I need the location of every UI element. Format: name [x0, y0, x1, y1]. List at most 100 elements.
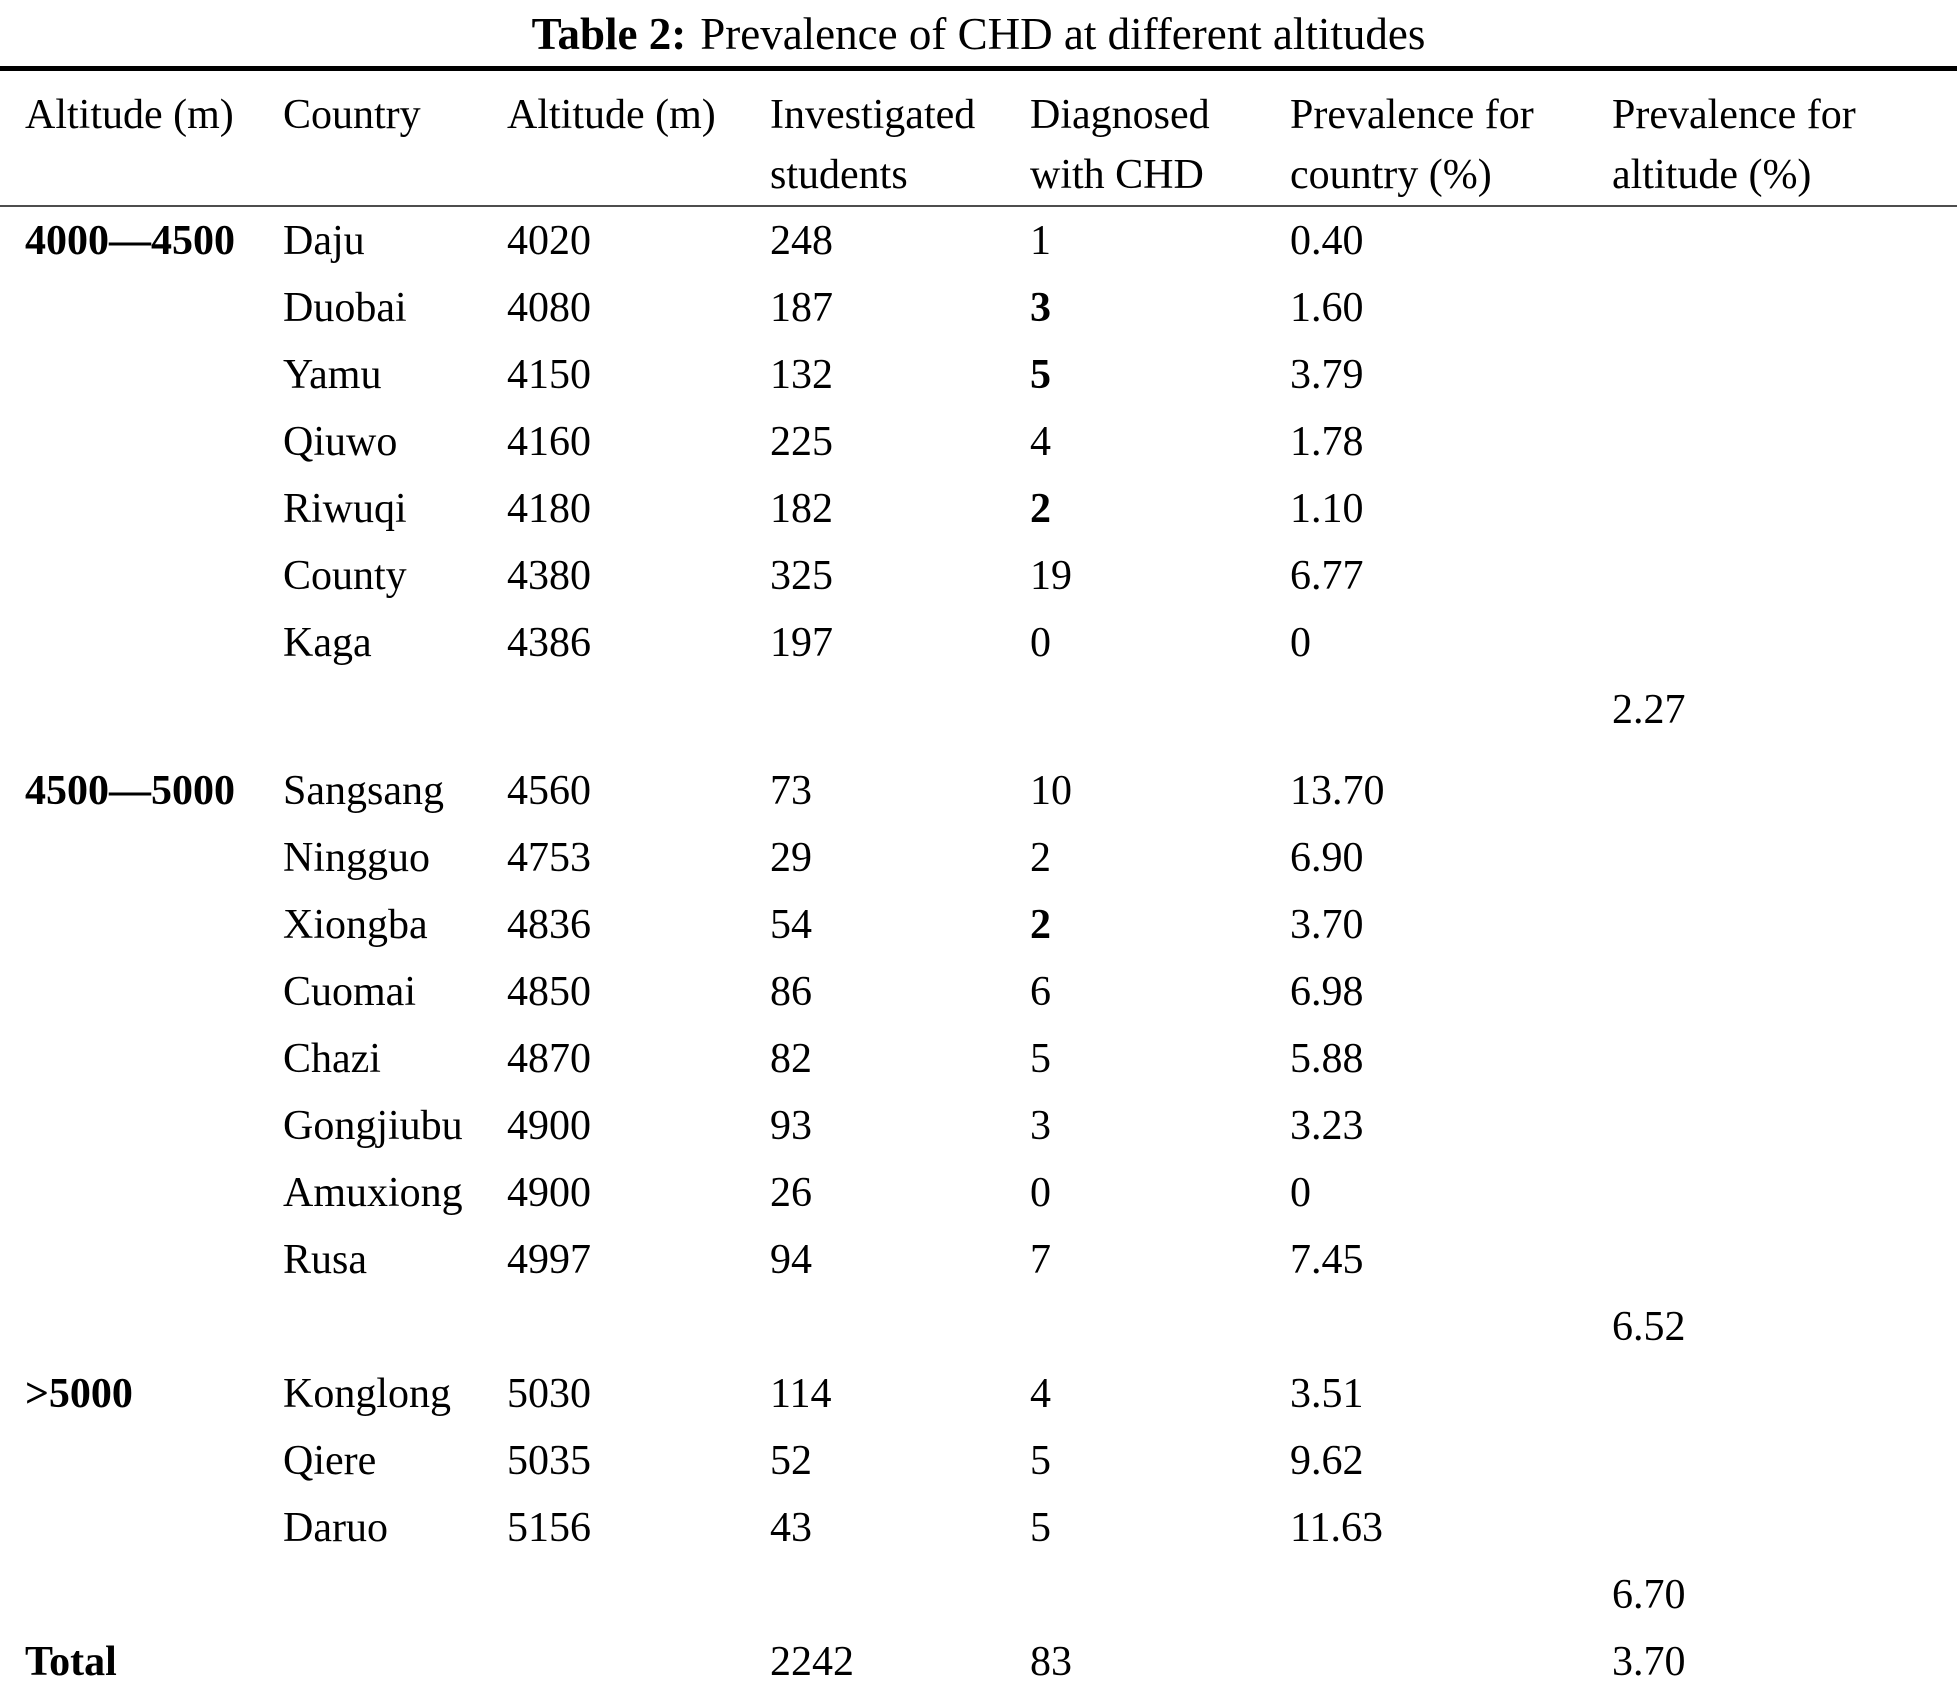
- data-row: Cuomai 4850 86 6 6.98: [0, 958, 1957, 1025]
- data-row: Daruo 5156 43 5 11.63: [0, 1494, 1957, 1561]
- cell-investigated_students: 82: [770, 1035, 812, 1082]
- cell-investigated_students: 93: [770, 1102, 812, 1149]
- cell-altitude_m: [507, 1561, 770, 1628]
- cell-prevalence_country: [1290, 1628, 1612, 1684]
- cell-prevalence_country: 3.51: [1290, 1370, 1364, 1417]
- cell-investigated_students: 197: [770, 619, 833, 666]
- cell-altitude_range: [0, 1293, 283, 1360]
- data-row: Xiongba 4836 54 2 3.70: [0, 891, 1957, 958]
- cell-altitude_range: 4000—4500: [25, 217, 235, 264]
- cell-country: [283, 1293, 507, 1360]
- cell-prevalence_country: 1.78: [1290, 418, 1364, 465]
- cell-prevalence_country: 13.70: [1290, 767, 1385, 814]
- cell-diagnosed_chd: 19: [1030, 552, 1072, 599]
- cell-prevalence_country: 6.77: [1290, 552, 1364, 599]
- cell-prevalence_altitude: [1612, 1226, 1957, 1293]
- cell-country: Yamu: [283, 351, 382, 398]
- cell-diagnosed_chd: 5: [1030, 1035, 1051, 1082]
- cell-investigated_students: 43: [770, 1504, 812, 1551]
- cell-country: Rusa: [283, 1236, 367, 1283]
- cell-country: Cuomai: [283, 968, 416, 1015]
- cell-prevalence_country: 3.23: [1290, 1102, 1364, 1149]
- cell-altitude_range: [0, 891, 283, 958]
- cell-country: [283, 1561, 507, 1628]
- cell-investigated_students: 225: [770, 418, 833, 465]
- cell-diagnosed_chd: [1030, 1561, 1290, 1628]
- header-prevalence_altitude: Prevalence for altitude (%): [1612, 69, 1957, 207]
- cell-prevalence_altitude: [1612, 341, 1957, 408]
- cell-altitude_range: [0, 824, 283, 891]
- cell-investigated_students: 52: [770, 1437, 812, 1484]
- cell-prevalence_country: 11.63: [1290, 1504, 1383, 1551]
- data-row: Chazi 4870 82 5 5.88: [0, 1025, 1957, 1092]
- cell-investigated_students: 182: [770, 485, 833, 532]
- cell-diagnosed_chd: 5: [1030, 1437, 1051, 1484]
- cell-prevalence_altitude: [1612, 1494, 1957, 1561]
- header-altitude_range: Altitude (m): [0, 69, 283, 207]
- cell-prevalence_altitude: [1612, 542, 1957, 609]
- header-line: Altitude (m): [507, 92, 716, 138]
- cell-prevalence_altitude: [1612, 206, 1957, 274]
- cell-country: Xiongba: [283, 901, 428, 948]
- header-line: Diagnosed: [1030, 92, 1210, 138]
- cell-altitude_range: [0, 1561, 283, 1628]
- cell-prevalence_altitude: [1612, 743, 1957, 824]
- cell-country: Daju: [283, 217, 365, 264]
- cell-altitude_range: [0, 609, 283, 676]
- cell-altitude_m: 4080: [507, 284, 591, 331]
- cell-prevalence_country: 6.98: [1290, 968, 1364, 1015]
- data-row: Amuxiong 4900 26 0 0: [0, 1159, 1957, 1226]
- cell-prevalence_country: [1290, 676, 1612, 743]
- cell-prevalence_altitude: [1612, 1092, 1957, 1159]
- cell-diagnosed_chd: 4: [1030, 1370, 1051, 1417]
- cell-diagnosed_chd: 1: [1030, 217, 1051, 264]
- cell-altitude_m: 4160: [507, 418, 591, 465]
- cell-country: Gongjiubu: [283, 1102, 463, 1149]
- header-line: Investigated: [770, 92, 976, 138]
- cell-prevalence_altitude: 3.70: [1612, 1638, 1686, 1684]
- data-row: Riwuqi 4180 182 2 1.10: [0, 475, 1957, 542]
- cell-prevalence_country: 6.90: [1290, 834, 1364, 881]
- cell-prevalence_country: 0: [1290, 619, 1311, 666]
- cell-altitude_range: [0, 1159, 283, 1226]
- header-row: Altitude (m) Country Altitude (m) Investiga…: [0, 69, 1957, 207]
- cell-prevalence_altitude: [1612, 609, 1957, 676]
- cell-diagnosed_chd: 6: [1030, 968, 1051, 1015]
- data-row: 4500—5000 Sangsang 4560 73 10 13.70: [0, 743, 1957, 824]
- cell-investigated_students: 29: [770, 834, 812, 881]
- cell-country: County: [283, 552, 407, 599]
- cell-altitude_m: 4020: [507, 217, 591, 264]
- table-caption-label: Table 2:: [531, 9, 687, 59]
- cell-diagnosed_chd: 2: [1030, 901, 1051, 948]
- data-row: Duobai 4080 187 3 1.60: [0, 274, 1957, 341]
- cell-country: Sangsang: [283, 767, 444, 814]
- cell-altitude_m: 5035: [507, 1437, 591, 1484]
- cell-prevalence_altitude: [1612, 274, 1957, 341]
- header-line: country (%): [1290, 152, 1492, 198]
- data-row: Gongjiubu 4900 93 3 3.23: [0, 1092, 1957, 1159]
- cell-diagnosed_chd: 2: [1030, 485, 1051, 532]
- cell-prevalence_altitude: 6.52: [1612, 1303, 1686, 1350]
- cell-prevalence_altitude: [1612, 891, 1957, 958]
- data-row: Rusa 4997 94 7 7.45: [0, 1226, 1957, 1293]
- cell-country: Konglong: [283, 1370, 451, 1417]
- cell-altitude_range: [0, 274, 283, 341]
- cell-country: Daruo: [283, 1504, 388, 1551]
- cell-altitude_m: [507, 1293, 770, 1360]
- cell-investigated_students: 132: [770, 351, 833, 398]
- cell-investigated_students: 94: [770, 1236, 812, 1283]
- cell-altitude_m: 4900: [507, 1102, 591, 1149]
- cell-altitude_m: 4900: [507, 1169, 591, 1216]
- altitude-summary-row: 6.52: [0, 1293, 1957, 1360]
- cell-prevalence_altitude: [1612, 1025, 1957, 1092]
- cell-investigated_students: 248: [770, 217, 833, 264]
- cell-investigated_students: 325: [770, 552, 833, 599]
- data-row: Qiere 5035 52 5 9.62: [0, 1427, 1957, 1494]
- cell-country: Amuxiong: [283, 1169, 463, 1216]
- header-line: Altitude (m): [25, 92, 234, 138]
- cell-prevalence_altitude: 6.70: [1612, 1571, 1686, 1618]
- cell-diagnosed_chd: 3: [1030, 1102, 1051, 1149]
- cell-country: Riwuqi: [283, 485, 407, 532]
- cell-altitude_range: [0, 542, 283, 609]
- cell-altitude_m: 4870: [507, 1035, 591, 1082]
